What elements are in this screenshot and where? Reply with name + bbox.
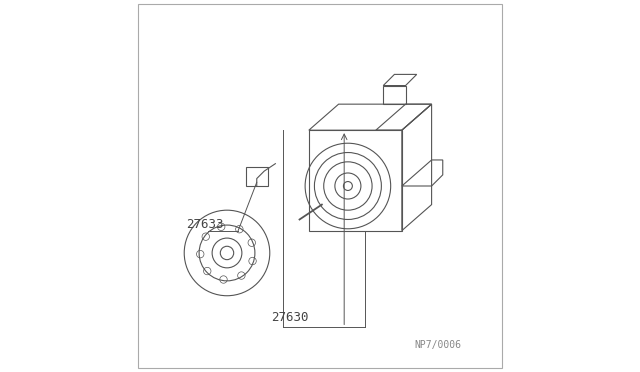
Text: 27630: 27630 [271, 311, 309, 324]
Text: 27633: 27633 [186, 218, 223, 231]
Circle shape [344, 182, 353, 190]
Circle shape [220, 246, 234, 260]
Text: NP7/0006: NP7/0006 [414, 340, 461, 350]
